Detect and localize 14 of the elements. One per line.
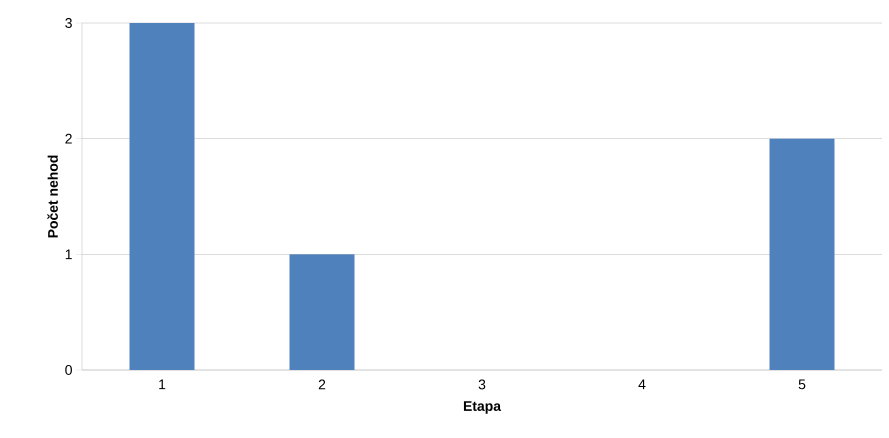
x-tick-label: 5	[798, 380, 806, 390]
bar	[290, 254, 355, 370]
x-tick-label: 4	[638, 380, 646, 390]
bar	[130, 23, 194, 370]
x-tick-label: 3	[478, 380, 486, 390]
y-tick-label: 0	[65, 365, 72, 375]
x-axis-title: Etapa	[464, 401, 502, 414]
x-tick-label: 2	[318, 380, 326, 390]
y-axis-title: Počet nehod	[47, 156, 58, 238]
y-tick-label: 3	[65, 18, 72, 28]
y-tick-label: 2	[65, 134, 72, 144]
bar	[770, 138, 835, 370]
x-tick-label: 1	[159, 380, 166, 390]
y-tick-label: 1	[66, 250, 72, 260]
